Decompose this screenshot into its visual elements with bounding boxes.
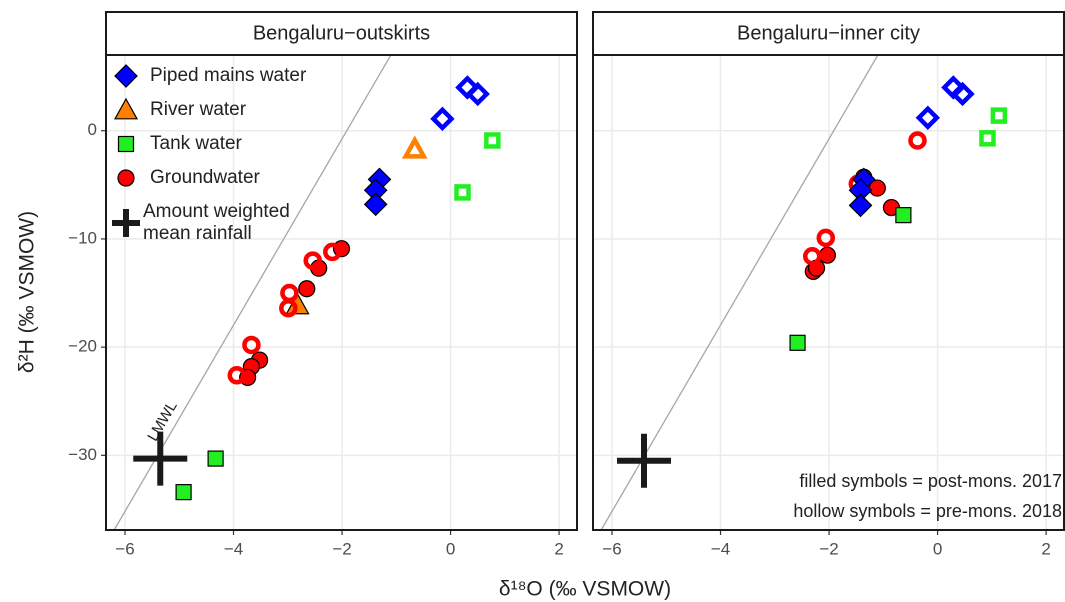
points (617, 75, 1008, 488)
strip (105, 11, 578, 56)
point (455, 75, 480, 100)
reference-line (600, 55, 879, 530)
note: filled symbols = post-mons. 2017 (799, 471, 1062, 491)
strip (592, 11, 1065, 56)
x-tick-label: 2 (1041, 539, 1050, 558)
point (242, 335, 261, 355)
points (133, 75, 501, 501)
point (303, 251, 322, 270)
point (430, 106, 455, 132)
strip-title: Bengaluru−inner city (737, 22, 920, 44)
y-axis-title: δ²H (‰ VSMOW) (16, 211, 39, 373)
point (789, 334, 806, 351)
x-tick-label: 2 (554, 539, 563, 558)
point (617, 433, 672, 488)
legend-symbol (113, 97, 139, 120)
x-tick-label: −2 (332, 539, 351, 558)
point (465, 81, 490, 107)
point (298, 280, 316, 298)
point (207, 450, 224, 467)
legend-label: Amount weighted (143, 201, 290, 222)
point (979, 130, 996, 147)
legend-symbol (117, 135, 135, 153)
point (323, 242, 342, 262)
point (133, 431, 188, 486)
point (950, 81, 975, 107)
point (915, 105, 940, 130)
x-tick-label: −2 (819, 539, 838, 558)
legend-label: Tank water (150, 133, 243, 154)
y-tick-label: 0 (88, 120, 97, 139)
point (895, 207, 912, 224)
point (818, 246, 837, 264)
y-tick-label: −10 (68, 228, 97, 247)
point (279, 298, 298, 318)
point (990, 107, 1008, 124)
point (908, 131, 927, 150)
note: hollow symbols = pre-mons. 2018 (793, 501, 1062, 521)
point (484, 132, 501, 149)
legend-label: River water (150, 99, 247, 120)
x-axis-title: δ¹⁸O (‰ VSMOW) (499, 578, 671, 601)
legend-label: mean rainfall (143, 223, 252, 244)
y-tick-label: −30 (68, 445, 97, 464)
point (848, 193, 873, 218)
x-tick-label: 0 (933, 539, 942, 558)
y-tick-label: −20 (68, 337, 97, 356)
point (227, 366, 247, 385)
point (454, 184, 471, 201)
point (816, 228, 836, 248)
x-tick-label: −4 (224, 539, 243, 558)
legend-symbol (117, 169, 135, 187)
x-tick-label: 0 (446, 539, 455, 558)
legend-symbol (112, 209, 140, 237)
point (175, 484, 192, 501)
point (363, 192, 388, 217)
x-tick-label: −6 (115, 539, 134, 558)
legend-label: Piped mains water (150, 65, 307, 86)
legend-symbol (114, 64, 138, 88)
x-tick-label: −6 (602, 539, 621, 558)
point (802, 247, 822, 266)
strip-title: Bengaluru−outskirts (253, 22, 430, 44)
point (401, 135, 428, 159)
legend-label: Groundwater (150, 167, 261, 188)
x-tick-label: −4 (711, 539, 730, 558)
